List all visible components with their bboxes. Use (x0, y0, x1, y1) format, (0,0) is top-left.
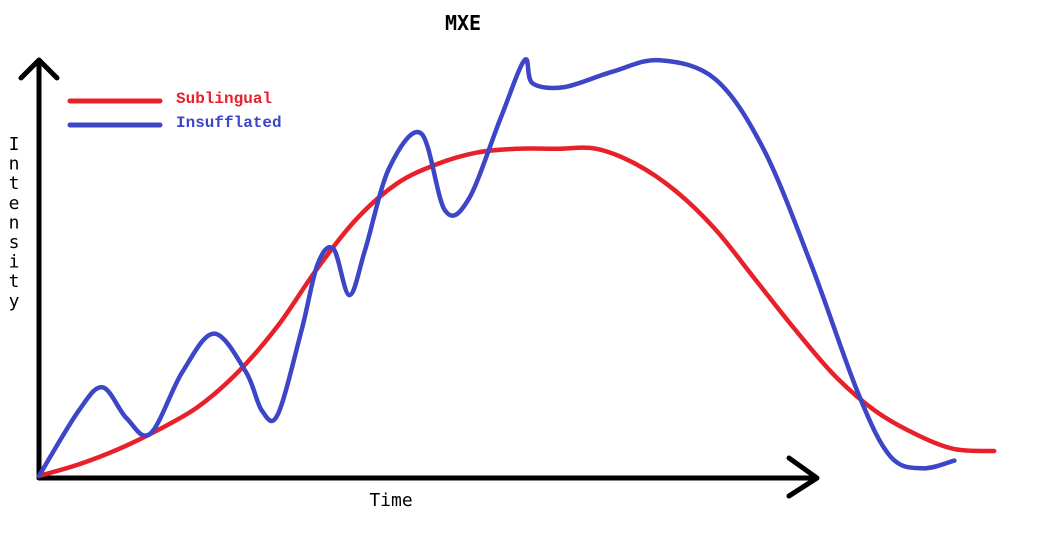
y-axis-arrow (18, 57, 60, 81)
y-axis-label-letter: i (9, 252, 20, 273)
y-axis-label-letter: t (9, 173, 20, 194)
y-axis-label-letter: t (9, 271, 20, 292)
chart-title: MXE (445, 11, 481, 35)
series-layer (36, 57, 997, 479)
legend: Sublingual Insufflated (67, 90, 282, 132)
y-axis-label-letter: e (9, 193, 20, 214)
y-axis-label-letter: n (9, 212, 20, 233)
legend-label-insufflated: Insufflated (176, 114, 282, 132)
legend-label-sublingual: Sublingual (176, 90, 272, 108)
y-axis-label-letter: y (9, 291, 20, 312)
y-axis-label-letter: I (9, 134, 20, 155)
x-axis-label: Time (369, 490, 412, 511)
series-line-sublingual (36, 145, 997, 479)
axes (18, 57, 820, 499)
x-axis-arrow (786, 455, 820, 499)
y-axis-label-letter: n (9, 154, 20, 175)
series-line-insufflated (36, 57, 957, 479)
y-axis-label-letter: s (9, 232, 20, 253)
